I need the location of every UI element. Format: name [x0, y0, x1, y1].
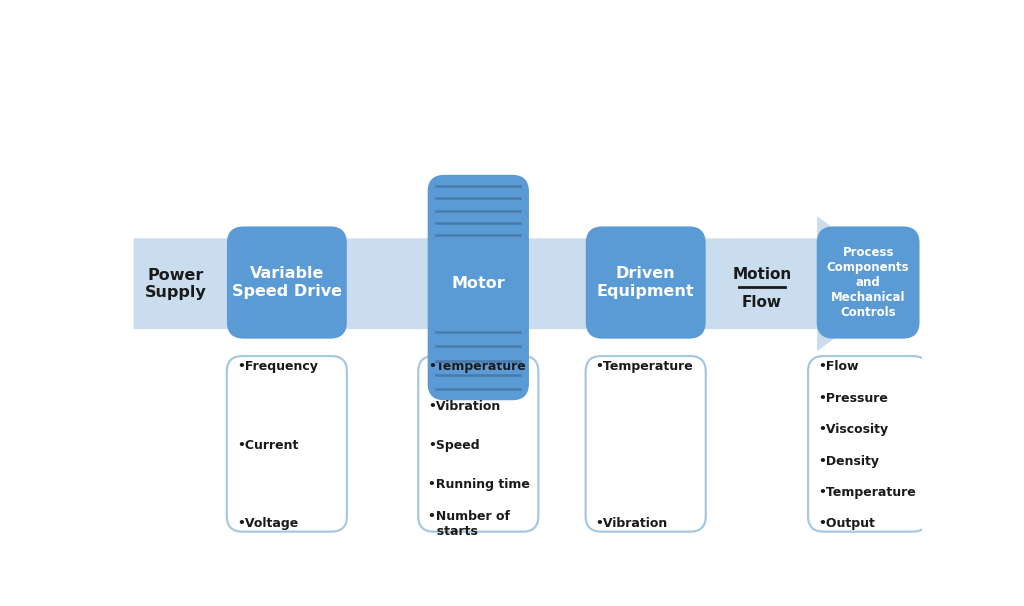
Text: •Voltage: •Voltage [237, 518, 298, 530]
Text: Variable
Speed Drive: Variable Speed Drive [231, 267, 342, 299]
FancyBboxPatch shape [429, 176, 528, 399]
Text: •Temperature: •Temperature [596, 361, 693, 373]
Text: •Flow: •Flow [818, 361, 859, 373]
FancyBboxPatch shape [418, 356, 539, 531]
Text: •Density: •Density [818, 454, 880, 468]
FancyBboxPatch shape [587, 227, 705, 338]
Text: •Vibration: •Vibration [428, 399, 501, 413]
Text: •Temperature: •Temperature [428, 361, 526, 373]
Text: Power
Supply: Power Supply [145, 267, 207, 300]
Text: •Number of
  starts: •Number of starts [428, 510, 510, 538]
FancyBboxPatch shape [228, 227, 346, 338]
FancyBboxPatch shape [808, 356, 928, 531]
Text: •Pressure: •Pressure [818, 391, 888, 405]
Text: •Output: •Output [818, 518, 876, 530]
FancyBboxPatch shape [226, 356, 347, 531]
Text: Motor: Motor [452, 276, 505, 291]
Text: Flow: Flow [742, 295, 782, 310]
Text: •Running time: •Running time [428, 478, 530, 491]
Polygon shape [134, 218, 907, 350]
Text: Driven
Equipment: Driven Equipment [597, 267, 694, 299]
Text: •Speed: •Speed [428, 439, 480, 452]
FancyBboxPatch shape [586, 356, 706, 531]
Text: Motion: Motion [732, 267, 792, 282]
Text: •Viscosity: •Viscosity [818, 423, 888, 436]
FancyBboxPatch shape [818, 227, 919, 338]
Text: •Vibration: •Vibration [596, 518, 668, 530]
Text: •Frequency: •Frequency [237, 361, 317, 373]
Text: •Temperature: •Temperature [818, 486, 915, 499]
Text: •Current: •Current [237, 439, 298, 452]
Text: Process
Components
and
Mechanical
Controls: Process Components and Mechanical Contro… [826, 246, 909, 319]
